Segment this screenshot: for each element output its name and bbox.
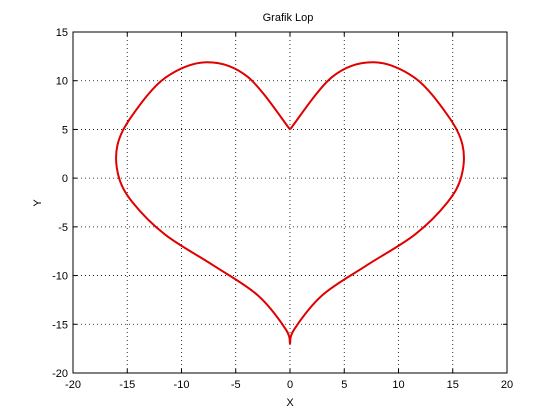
x-tick-label: -15 [119, 379, 135, 391]
y-tick-label: 10 [56, 76, 68, 88]
y-axis-label: Y [32, 199, 44, 207]
y-tick-label: 15 [56, 27, 68, 39]
y-tick-label: -10 [52, 271, 68, 283]
x-axis-label: X [286, 397, 294, 409]
grid-lines [73, 32, 507, 373]
axis-ticks: -20 -15 -10 -5 0 5 10 15 20 -20 -15 -10 -5 0 5 10 15 [52, 27, 513, 391]
y-tick-label: -20 [52, 368, 68, 380]
x-tick-label: 10 [392, 379, 404, 391]
x-tick-label: -5 [231, 379, 241, 391]
x-tick-label: 5 [341, 379, 347, 391]
y-tick-label: 0 [62, 173, 68, 185]
y-tick-label: -5 [58, 222, 68, 234]
y-tick-label: 5 [62, 124, 68, 136]
x-tick-label: -20 [65, 379, 81, 391]
data-series-layer [115, 61, 465, 345]
chart-title: Grafik Lop [263, 12, 314, 24]
x-tick-label: 20 [501, 379, 513, 391]
heart-series-line [115, 61, 465, 345]
x-tick-label: 0 [287, 379, 293, 391]
x-tick-label: -10 [174, 379, 190, 391]
y-tick-label: -15 [52, 319, 68, 331]
x-tick-label: 15 [447, 379, 459, 391]
